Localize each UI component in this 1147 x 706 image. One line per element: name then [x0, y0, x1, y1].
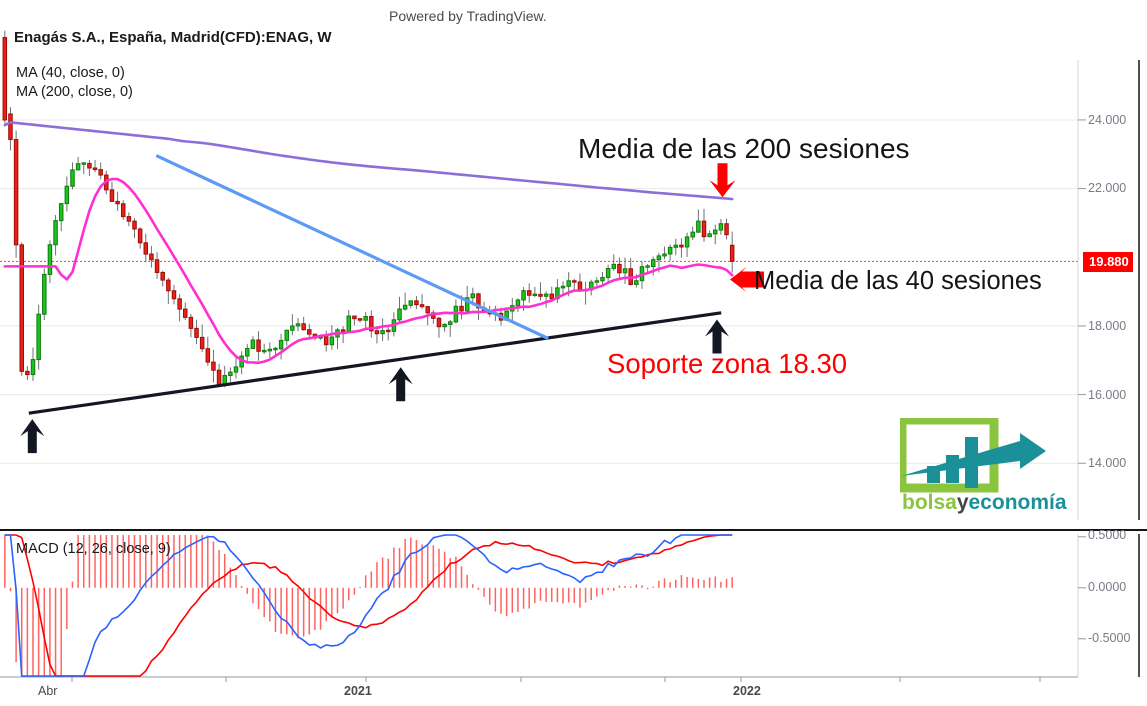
svg-text:bolsayeconomía: bolsayeconomía	[902, 491, 1067, 514]
